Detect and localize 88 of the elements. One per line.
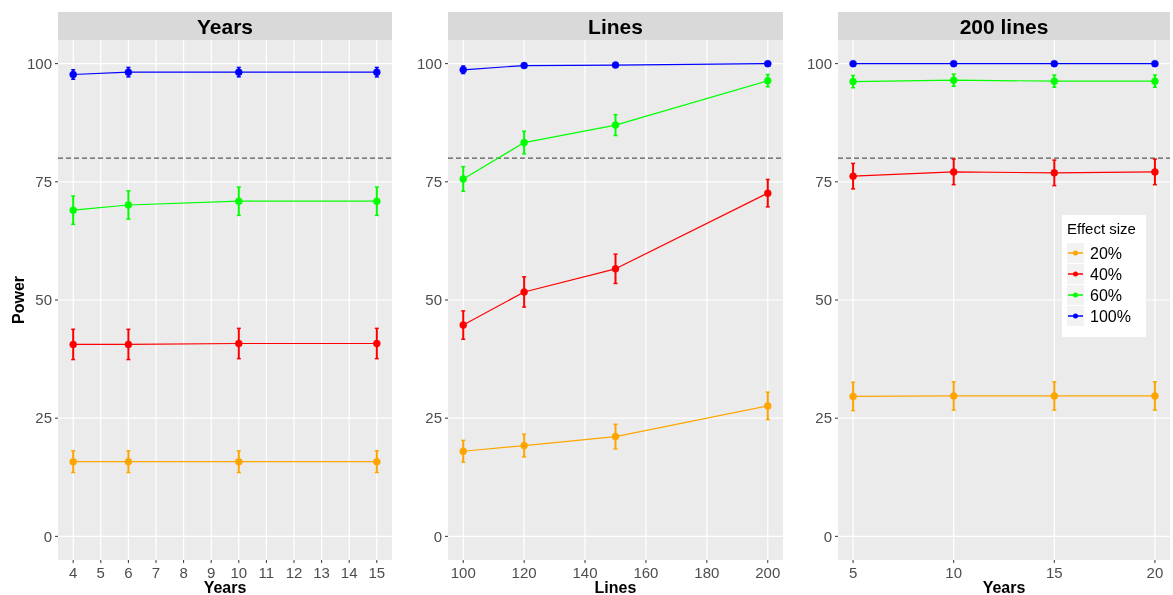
point — [1151, 168, 1159, 176]
point — [1151, 59, 1159, 68]
chart-title: 200 lines — [959, 15, 1049, 38]
point — [1050, 392, 1059, 400]
x-tick-label: 200 — [755, 564, 781, 581]
point — [849, 392, 857, 401]
y-tick-label: 75 — [425, 173, 442, 191]
point — [764, 189, 772, 197]
point — [69, 340, 77, 349]
point — [373, 197, 381, 205]
y-tick-label: 50 — [815, 291, 832, 309]
y-tick-label: 25 — [815, 409, 832, 427]
legend-label: 40% — [1090, 265, 1123, 283]
point — [235, 457, 243, 466]
point — [459, 447, 467, 456]
x-tick-label: 14 — [340, 564, 358, 581]
point — [1050, 59, 1059, 68]
legend-title: Effect size — [1067, 220, 1136, 237]
x-tick-label: 7 — [151, 564, 161, 581]
x-tick-label: 15 — [368, 564, 386, 581]
point — [69, 206, 77, 214]
y-tick-label: 0 — [823, 527, 832, 545]
x-tick-label: 120 — [511, 564, 537, 581]
x-axis-title: Lines — [594, 579, 637, 595]
x-axis-title: Years — [982, 579, 1026, 595]
point — [849, 59, 857, 68]
point — [611, 432, 620, 441]
x-tick-label: 4 — [69, 564, 78, 581]
legend-label: 60% — [1090, 286, 1123, 304]
legend-label: 20% — [1090, 244, 1123, 262]
point — [459, 175, 467, 183]
point — [1050, 169, 1059, 177]
point — [1050, 77, 1059, 85]
x-axis-title: Years — [203, 579, 247, 595]
x-tick-label: 5 — [96, 564, 105, 581]
point — [124, 457, 133, 466]
point — [235, 339, 243, 348]
y-tick-label: 25 — [35, 409, 52, 427]
x-tick-label: 100 — [450, 564, 476, 581]
legend-label: 100% — [1090, 307, 1131, 325]
x-tick-label: 140 — [572, 564, 598, 581]
point — [949, 392, 958, 400]
point — [611, 265, 620, 273]
point — [459, 321, 467, 329]
x-tick-label: 11 — [258, 564, 275, 581]
y-tick-label: 100 — [806, 54, 832, 72]
point — [373, 457, 381, 466]
y-tick-label: 50 — [425, 291, 442, 309]
x-tick-label: 20 — [1146, 564, 1164, 581]
point — [1151, 77, 1159, 85]
point — [949, 59, 958, 68]
point — [124, 340, 133, 349]
point — [520, 288, 528, 296]
x-tick-label: 5 — [848, 564, 858, 581]
x-tick-label: 10 — [230, 564, 248, 581]
x-tick-label: 160 — [633, 564, 659, 581]
x-tick-label: 13 — [313, 564, 330, 581]
point — [764, 59, 772, 68]
point — [69, 457, 77, 466]
point — [520, 138, 528, 147]
y-tick-label: 75 — [815, 173, 832, 191]
point — [1151, 392, 1159, 400]
x-tick-label: 10 — [945, 564, 963, 581]
y-tick-label: 25 — [425, 409, 442, 427]
y-tick-label: 0 — [43, 527, 52, 545]
point — [373, 339, 381, 348]
x-tick-label: 12 — [285, 564, 303, 581]
chart-title: Years — [196, 15, 254, 38]
point — [764, 402, 772, 410]
x-tick-label: 6 — [124, 564, 133, 581]
point — [611, 121, 620, 129]
y-axis-title: Power — [10, 275, 27, 325]
point — [949, 76, 958, 84]
y-tick-label: 100 — [416, 54, 442, 72]
y-tick-label: 75 — [35, 173, 52, 191]
point — [520, 441, 528, 450]
chart-title: Lines — [588, 15, 643, 38]
y-tick-label: 100 — [26, 54, 52, 72]
x-tick-label: 8 — [179, 564, 188, 581]
x-tick-label: 15 — [1045, 564, 1063, 581]
point — [124, 201, 133, 209]
x-tick-label: 9 — [207, 564, 216, 581]
point — [849, 172, 857, 180]
point — [235, 197, 243, 205]
y-tick-label: 50 — [35, 291, 52, 309]
point — [949, 168, 958, 176]
y-tick-label: 0 — [433, 527, 442, 545]
x-tick-label: 180 — [694, 564, 720, 581]
